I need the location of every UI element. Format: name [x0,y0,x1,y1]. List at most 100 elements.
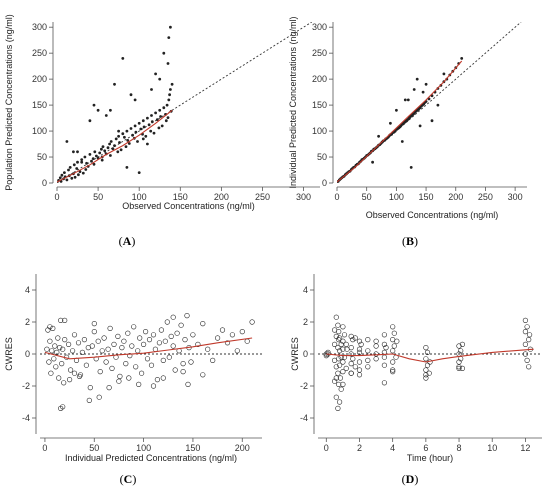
panel-label: (A) [119,234,136,248]
data-point [123,361,129,367]
data-point [456,364,462,370]
data-point [162,338,168,344]
x-tick-label: 50 [362,192,372,202]
data-point [76,160,79,164]
data-point [137,335,143,341]
y-tick-label: 200 [312,74,327,84]
data-point [71,370,78,376]
data-point [424,362,431,368]
data-point [343,365,349,372]
data-point [134,130,138,134]
data-point [381,362,388,368]
data-point [394,338,400,344]
x-tick-label: 0 [42,443,47,453]
data-point [111,341,117,348]
data-point [152,131,156,135]
data-point [160,357,166,364]
data-point [137,171,141,175]
data-point [139,370,145,376]
y-tick-label: 250 [32,48,47,58]
x-tick-label: 0 [54,192,59,202]
data-point [390,367,396,373]
smooth-line [57,109,173,183]
data-point [69,348,76,354]
y-tick-label: 4 [25,285,30,295]
data-point [119,148,123,152]
data-point [406,98,410,102]
data-point [160,124,164,128]
data-point [141,137,145,141]
data-point [381,341,388,348]
data-point [335,322,341,328]
data-point [391,330,397,336]
data-point [335,405,341,412]
data-point [356,359,363,365]
data-point [426,370,432,376]
x-tick-label: 200 [235,443,250,453]
data-point [150,383,157,389]
data-point [522,329,529,335]
data-point [154,377,160,383]
y-tick-label: 150 [32,100,47,110]
data-point [373,356,379,362]
data-point [336,381,342,388]
data-point [333,375,339,381]
data-point [377,134,380,138]
data-point [109,154,112,157]
data-point [170,314,176,320]
data-point [390,369,396,375]
data-point [343,341,349,348]
x-axis-label: Time (hour) [407,453,453,463]
data-point [109,108,112,112]
data-point [131,324,137,330]
data-point [65,341,72,348]
data-point [146,337,153,343]
x-tick-label: 300 [508,192,523,202]
data-point [89,343,95,349]
data-point [76,373,83,380]
data-point [54,349,60,356]
data-point [358,341,364,348]
data-point [75,167,79,170]
data-point [111,147,115,151]
data-point [424,349,431,356]
data-point [150,114,153,117]
data-point [381,332,388,338]
data-point [522,351,529,357]
panel-a: 0 50 100 150 200 250 300 0 50 100 150 200 250 300 Obse… [4,14,320,248]
data-point [158,327,164,333]
data-point [352,364,358,370]
data-point [67,168,70,172]
x-tick-label: 100 [136,443,151,453]
data-point [101,335,107,341]
data-point [170,343,176,349]
data-point [90,159,93,163]
data-point [356,372,363,378]
data-point [100,158,104,162]
plot-area [337,22,522,183]
data-point [200,372,206,378]
data-point [341,354,348,360]
data-point [155,118,159,121]
panel-label: (C) [120,472,137,486]
data-point [101,145,105,149]
data-point [234,348,240,354]
data-point [158,77,162,81]
data-point [459,341,466,348]
data-point [56,375,62,381]
data-point [323,353,329,359]
y-tick-label: 2 [25,317,30,327]
data-point [49,348,55,354]
data-point [91,321,97,327]
data-point [442,72,446,76]
data-point [125,129,129,133]
data-point [65,140,69,143]
data-point [460,57,464,60]
y-axis-label: Population Predicted Concentrations (ng/… [4,14,14,191]
panel-d: 0 2 4 6 8 10 12 -4 -2 0 2 4 Time (hour) CWRES (D) [290,274,542,486]
data-point [60,173,64,177]
data-point [390,359,396,365]
data-point [229,332,235,338]
data-point [168,333,174,340]
data-point [356,367,363,373]
